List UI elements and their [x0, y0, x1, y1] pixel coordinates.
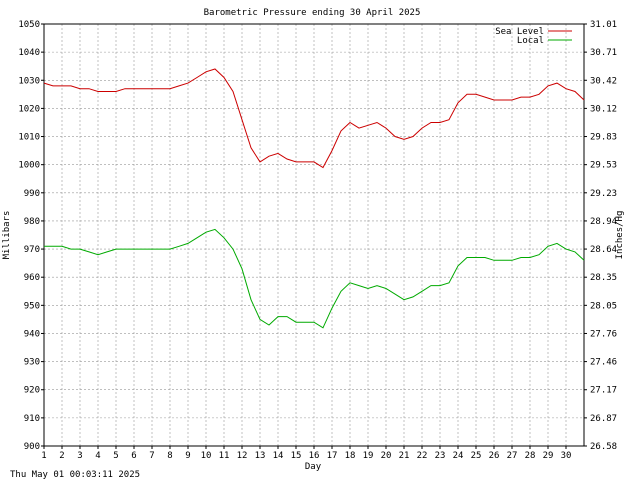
- y-tick-label-right: 27.17: [590, 386, 617, 396]
- x-tick-label: 18: [345, 451, 356, 461]
- y-tick-label: 940: [24, 329, 40, 339]
- x-tick-label: 3: [77, 451, 82, 461]
- series-line-local: [44, 228, 585, 329]
- x-tick-label: 29: [543, 451, 554, 461]
- legend: Sea Level Local: [495, 27, 572, 46]
- x-tick-label: 20: [381, 451, 392, 461]
- y-tick-label: 1020: [18, 104, 40, 114]
- y-tick-label: 1000: [18, 161, 40, 171]
- y-tick-label: 920: [24, 386, 40, 396]
- y-tick-label-right: 27.46: [590, 358, 617, 368]
- y-tick-label-right: 26.58: [590, 442, 617, 452]
- x-tick-label: 10: [201, 451, 212, 461]
- y-tick-label-right: 28.94: [590, 217, 617, 227]
- y-tick-label: 980: [24, 217, 40, 227]
- y-tick-label: 1050: [18, 20, 40, 30]
- x-tick-label: 9: [185, 451, 190, 461]
- x-tick-label: 6: [131, 451, 136, 461]
- y-tick-label: 900: [24, 442, 40, 452]
- x-tick-label: 13: [255, 451, 266, 461]
- x-tick-label: 19: [363, 451, 374, 461]
- x-tick-label: 27: [507, 451, 518, 461]
- x-tick-label: 23: [435, 451, 446, 461]
- left-axis: 900 910 920 930 940 950 960 970 980 990 1000 1010 10…: [18, 20, 44, 452]
- y-tick-label: 990: [24, 189, 40, 199]
- x-tick-label: 28: [525, 451, 536, 461]
- x-axis-label: Day: [305, 462, 322, 472]
- y-tick-label: 960: [24, 273, 40, 283]
- x-axis: 1 2 3 4 5 6 7 8 9 10 11 12 13 14 15 16 17 18 19 20 21 22 23 24 2…: [41, 446, 571, 461]
- y-tick-label-right: 29.23: [590, 189, 617, 199]
- x-tick-label: 15: [291, 451, 302, 461]
- x-tick-label: 22: [417, 451, 428, 461]
- y-tick-label-right: 29.83: [590, 133, 617, 143]
- x-tick-label: 25: [471, 451, 482, 461]
- y-tick-label-right: 30.12: [590, 104, 617, 114]
- legend-label-local: Local: [517, 36, 544, 46]
- x-tick-label: 26: [489, 451, 500, 461]
- y-tick-label-right: 29.53: [590, 161, 617, 171]
- x-tick-label: 4: [95, 451, 100, 461]
- x-tick-label: 12: [237, 451, 248, 461]
- x-tick-label: 21: [399, 451, 410, 461]
- x-tick-label: 17: [327, 451, 338, 461]
- x-tick-label: 16: [309, 451, 320, 461]
- x-tick-label: 7: [149, 451, 154, 461]
- y-tick-label: 1010: [18, 133, 40, 143]
- y-tick-label-right: 27.76: [590, 329, 617, 339]
- y-tick-label: 970: [24, 245, 40, 255]
- y-tick-label-right: 28.05: [590, 301, 617, 311]
- y-tick-label-right: 26.87: [590, 414, 617, 424]
- y-tick-label-right: 28.35: [590, 273, 617, 283]
- x-tick-label: 30: [561, 451, 572, 461]
- grid: [44, 24, 584, 446]
- y-tick-label-right: 30.71: [590, 48, 617, 58]
- x-tick-label: 5: [113, 451, 118, 461]
- series-line-sea-level: [43, 68, 585, 169]
- chart-title: Barometric Pressure ending 30 April 2025: [204, 8, 421, 18]
- y-tick-label: 930: [24, 358, 40, 368]
- x-tick-label: 8: [167, 451, 172, 461]
- plot-frame: [43, 23, 585, 447]
- right-axis: 26.58 26.87 27.17 27.46 27.76 28.05 28.35 28.64…: [584, 20, 617, 452]
- series-lines: [43, 68, 585, 329]
- x-tick-label: 2: [59, 451, 64, 461]
- y-tick-label: 1030: [18, 76, 40, 86]
- x-tick-label: 14: [273, 451, 284, 461]
- y-tick-label: 1040: [18, 48, 40, 58]
- legend-label-sea-level: Sea Level: [495, 27, 544, 37]
- y-tick-label-right: 31.01: [590, 20, 617, 30]
- x-tick-label: 11: [219, 451, 230, 461]
- y-tick-label-right: 28.64: [590, 245, 617, 255]
- y-axis-label: Millibars: [2, 211, 12, 260]
- y-tick-label: 910: [24, 414, 40, 424]
- timestamp: Thu May 01 00:03:11 2025: [10, 470, 140, 480]
- x-tick-label: 1: [41, 451, 46, 461]
- y-tick-label-right: 30.42: [590, 76, 617, 86]
- y-tick-label: 950: [24, 301, 40, 311]
- x-tick-label: 24: [453, 451, 464, 461]
- y-axis-label-right: Inches/Hg: [615, 211, 625, 260]
